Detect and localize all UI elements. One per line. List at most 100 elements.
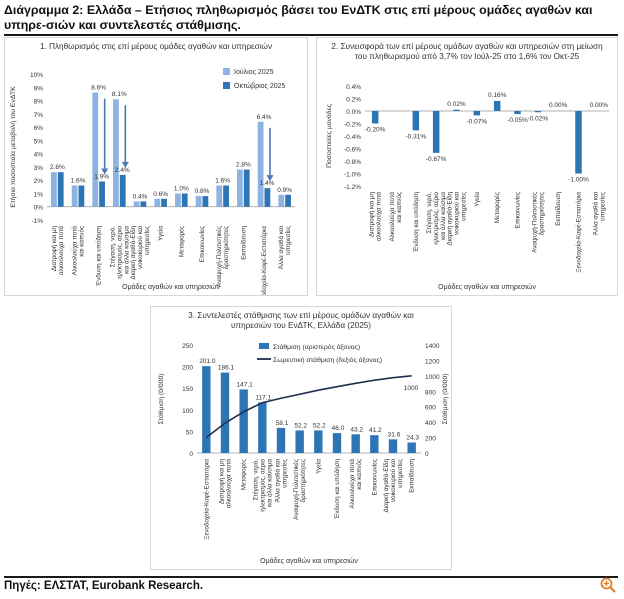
weight-bar bbox=[314, 430, 323, 453]
chart-panel-inflation: 1. Πληθωρισμός στις επί μέρους ομάδες αγ… bbox=[4, 37, 308, 296]
y-tick-label: -1% bbox=[31, 218, 43, 225]
x-tick-label: Ξενοδοχεία-Καφέ-Εστιατόρια bbox=[575, 192, 583, 273]
arrow-head bbox=[266, 175, 274, 182]
y-tick-label: -0.4% bbox=[344, 134, 361, 141]
x-tick-label: Ξενοδοχεία-Καφέ-Εστιατόρια bbox=[202, 459, 210, 540]
x-tick-label: Επικοινωνίες bbox=[198, 226, 206, 262]
contribution-bar bbox=[453, 109, 460, 111]
top-divider bbox=[4, 34, 618, 36]
x-tick-label: Άλλα αγαθά καιυπηρεσίες bbox=[277, 225, 292, 269]
x-tick-label: Διατροφή και μηαλκοολούχα ποτά bbox=[51, 226, 65, 275]
data-label: 58.1 bbox=[276, 420, 289, 427]
y-tick-label: 0% bbox=[34, 205, 44, 212]
legend-swatch-july bbox=[223, 68, 230, 75]
bar-july bbox=[113, 99, 119, 207]
weight-bar bbox=[332, 433, 342, 453]
y-tick-label: 9% bbox=[34, 85, 44, 92]
x-axis-title: Ομάδες αγαθών και υπηρεσιών bbox=[438, 283, 536, 291]
weight-bar bbox=[370, 435, 379, 453]
data-label: 0.8% bbox=[195, 188, 210, 195]
data-label: 2.6% bbox=[50, 164, 65, 171]
data-label: 117.1 bbox=[255, 394, 271, 401]
data-label: 0.00% bbox=[549, 102, 568, 109]
source-note: Πηγές: ΕΛΣΤΑΤ, Eurobank Research. bbox=[4, 580, 204, 592]
x-tick-label: Μεταφορές bbox=[493, 192, 501, 223]
x-tick-label: Διαρκή αγαθά-Είδηνοικοκυριού καιυπηρεσίε… bbox=[129, 225, 151, 279]
data-label: 1.0% bbox=[174, 185, 189, 192]
data-label: 1.9% bbox=[94, 174, 109, 181]
chart-title: 2. Συνεισφορά των επί μέρους ομάδων αγαθ… bbox=[331, 42, 603, 61]
x-tick-label: Υγεία bbox=[157, 226, 165, 241]
y-tick-label: 0.4% bbox=[346, 84, 361, 91]
data-label: -0.05% bbox=[507, 117, 528, 124]
bar-july bbox=[154, 198, 161, 207]
x-tick-label: Μεταφορές bbox=[177, 226, 185, 257]
data-label: 2.4% bbox=[115, 167, 130, 174]
x-tick-label: Άλλα αγαθά καιυπηρεσίες bbox=[591, 191, 606, 235]
bar-july bbox=[216, 185, 223, 207]
bar-october bbox=[57, 172, 64, 207]
contribution-bar bbox=[534, 111, 542, 113]
x-tick-label: Ξενοδοχεία-Καφέ-Εστιατόρια bbox=[260, 226, 268, 295]
data-label: -1.00% bbox=[568, 177, 589, 184]
data-label: 24.3 bbox=[406, 435, 419, 442]
y-tick-label: 4% bbox=[34, 152, 44, 159]
data-label: 41.2 bbox=[369, 427, 382, 434]
data-label: 2.8% bbox=[236, 162, 251, 169]
y-tick-label: 7% bbox=[34, 112, 44, 119]
weight-bar bbox=[351, 434, 360, 453]
bar-october bbox=[223, 185, 229, 207]
contribution-bar bbox=[371, 111, 379, 124]
data-label: 52.2 bbox=[313, 422, 326, 429]
zoom-in-icon[interactable] bbox=[600, 577, 616, 593]
y-tick-label: 3% bbox=[34, 165, 44, 172]
cumulative-line bbox=[205, 375, 412, 439]
x-tick-label: Ένδυση και υπόδηση bbox=[412, 192, 420, 253]
weights-chart: 250 200 150 100 50 0 1400 1200 1000 800 600 400 200 0… bbox=[157, 343, 449, 565]
x-tick-label: Διατροφή και μηαλκοολούχα ποτά bbox=[219, 459, 233, 508]
x-tick-label: Υγεία bbox=[314, 459, 322, 474]
x-tick-label: Αναψυχή-Πολιτιστικέςδραστηριότητες bbox=[215, 226, 230, 287]
x-tick-label: Διαρκή αγαθά-Είδηνοικοκυριού καιυπηρεσίε… bbox=[446, 191, 468, 245]
data-label: 8.6% bbox=[91, 85, 106, 92]
y-axis-title: Ετήσια ποσοστιαία μεταβολή του ΕνΔΤΚ bbox=[9, 86, 17, 208]
weight-bar bbox=[407, 442, 416, 453]
y2-tick-label: 1000 bbox=[425, 374, 440, 381]
x-tick-label: Άλλα αγαθά καιυπηρεσίες bbox=[274, 458, 289, 502]
y-tick-label: 5% bbox=[34, 138, 44, 145]
x-tick-label: Στέγαση, νερό,ηλεκτρισμός, αέριοκαι άλλα… bbox=[425, 192, 447, 245]
y2-tick-label: 0 bbox=[425, 451, 429, 458]
legend-label-july: Ιούλιος 2025 bbox=[234, 68, 274, 76]
y-tick-label: -1.2% bbox=[344, 184, 361, 191]
bar-july bbox=[237, 169, 243, 207]
y-tick-label: 0.2% bbox=[346, 97, 361, 104]
x-tick-label: Αλκοολούχα ποτάκαι καπνός bbox=[388, 192, 403, 242]
chart-panel-weights: 3. Συντελεστές στάθμισης των επί μέρους … bbox=[150, 306, 452, 570]
x-axis-title: Ομάδες αγαθών και υπηρεσιών bbox=[260, 557, 358, 565]
x-tick-label: Μεταφορές bbox=[240, 459, 248, 490]
y2-tick-label: 600 bbox=[425, 405, 436, 412]
x-tick-label: Αλκοολούχα ποτάκαι καπνός bbox=[348, 459, 363, 509]
data-label: 1.6% bbox=[215, 177, 230, 184]
y2-tick-label: 1400 bbox=[425, 343, 440, 350]
weight-bar bbox=[388, 439, 398, 453]
data-label: 0.16% bbox=[488, 92, 507, 99]
x-tick-label: Στέγαση, νερό,ηλεκτρισμός, αέριοκαι άλλα… bbox=[251, 459, 273, 512]
weight-bar bbox=[220, 372, 230, 453]
data-label: 186.1 bbox=[218, 365, 235, 372]
data-label: 201.0 bbox=[199, 358, 216, 365]
weight-bar bbox=[276, 427, 286, 453]
x-tick-label: Αναψυχή-Πολιτιστικέςδραστηριότητες bbox=[292, 459, 307, 520]
data-label: 46.0 bbox=[332, 425, 345, 432]
y2-tick-label: 400 bbox=[425, 420, 436, 427]
data-label: 43.2 bbox=[350, 426, 363, 433]
y-axis-title: Στάθμιση (0/000) bbox=[157, 374, 165, 425]
end-label: 1000 bbox=[404, 385, 419, 392]
y-tick-label: 6% bbox=[34, 125, 44, 132]
bar-october bbox=[99, 181, 105, 207]
contribution-bar bbox=[575, 111, 582, 174]
bar-july bbox=[133, 201, 140, 207]
bar-october bbox=[161, 198, 167, 207]
contribution-chart: 0.4% 0.2% 0.0% -0.2% -0.4% -0.6% -0.8% -1.0% -1.… bbox=[325, 84, 609, 291]
y2-axis-title: Στάθμιση (0/000) bbox=[441, 374, 449, 425]
